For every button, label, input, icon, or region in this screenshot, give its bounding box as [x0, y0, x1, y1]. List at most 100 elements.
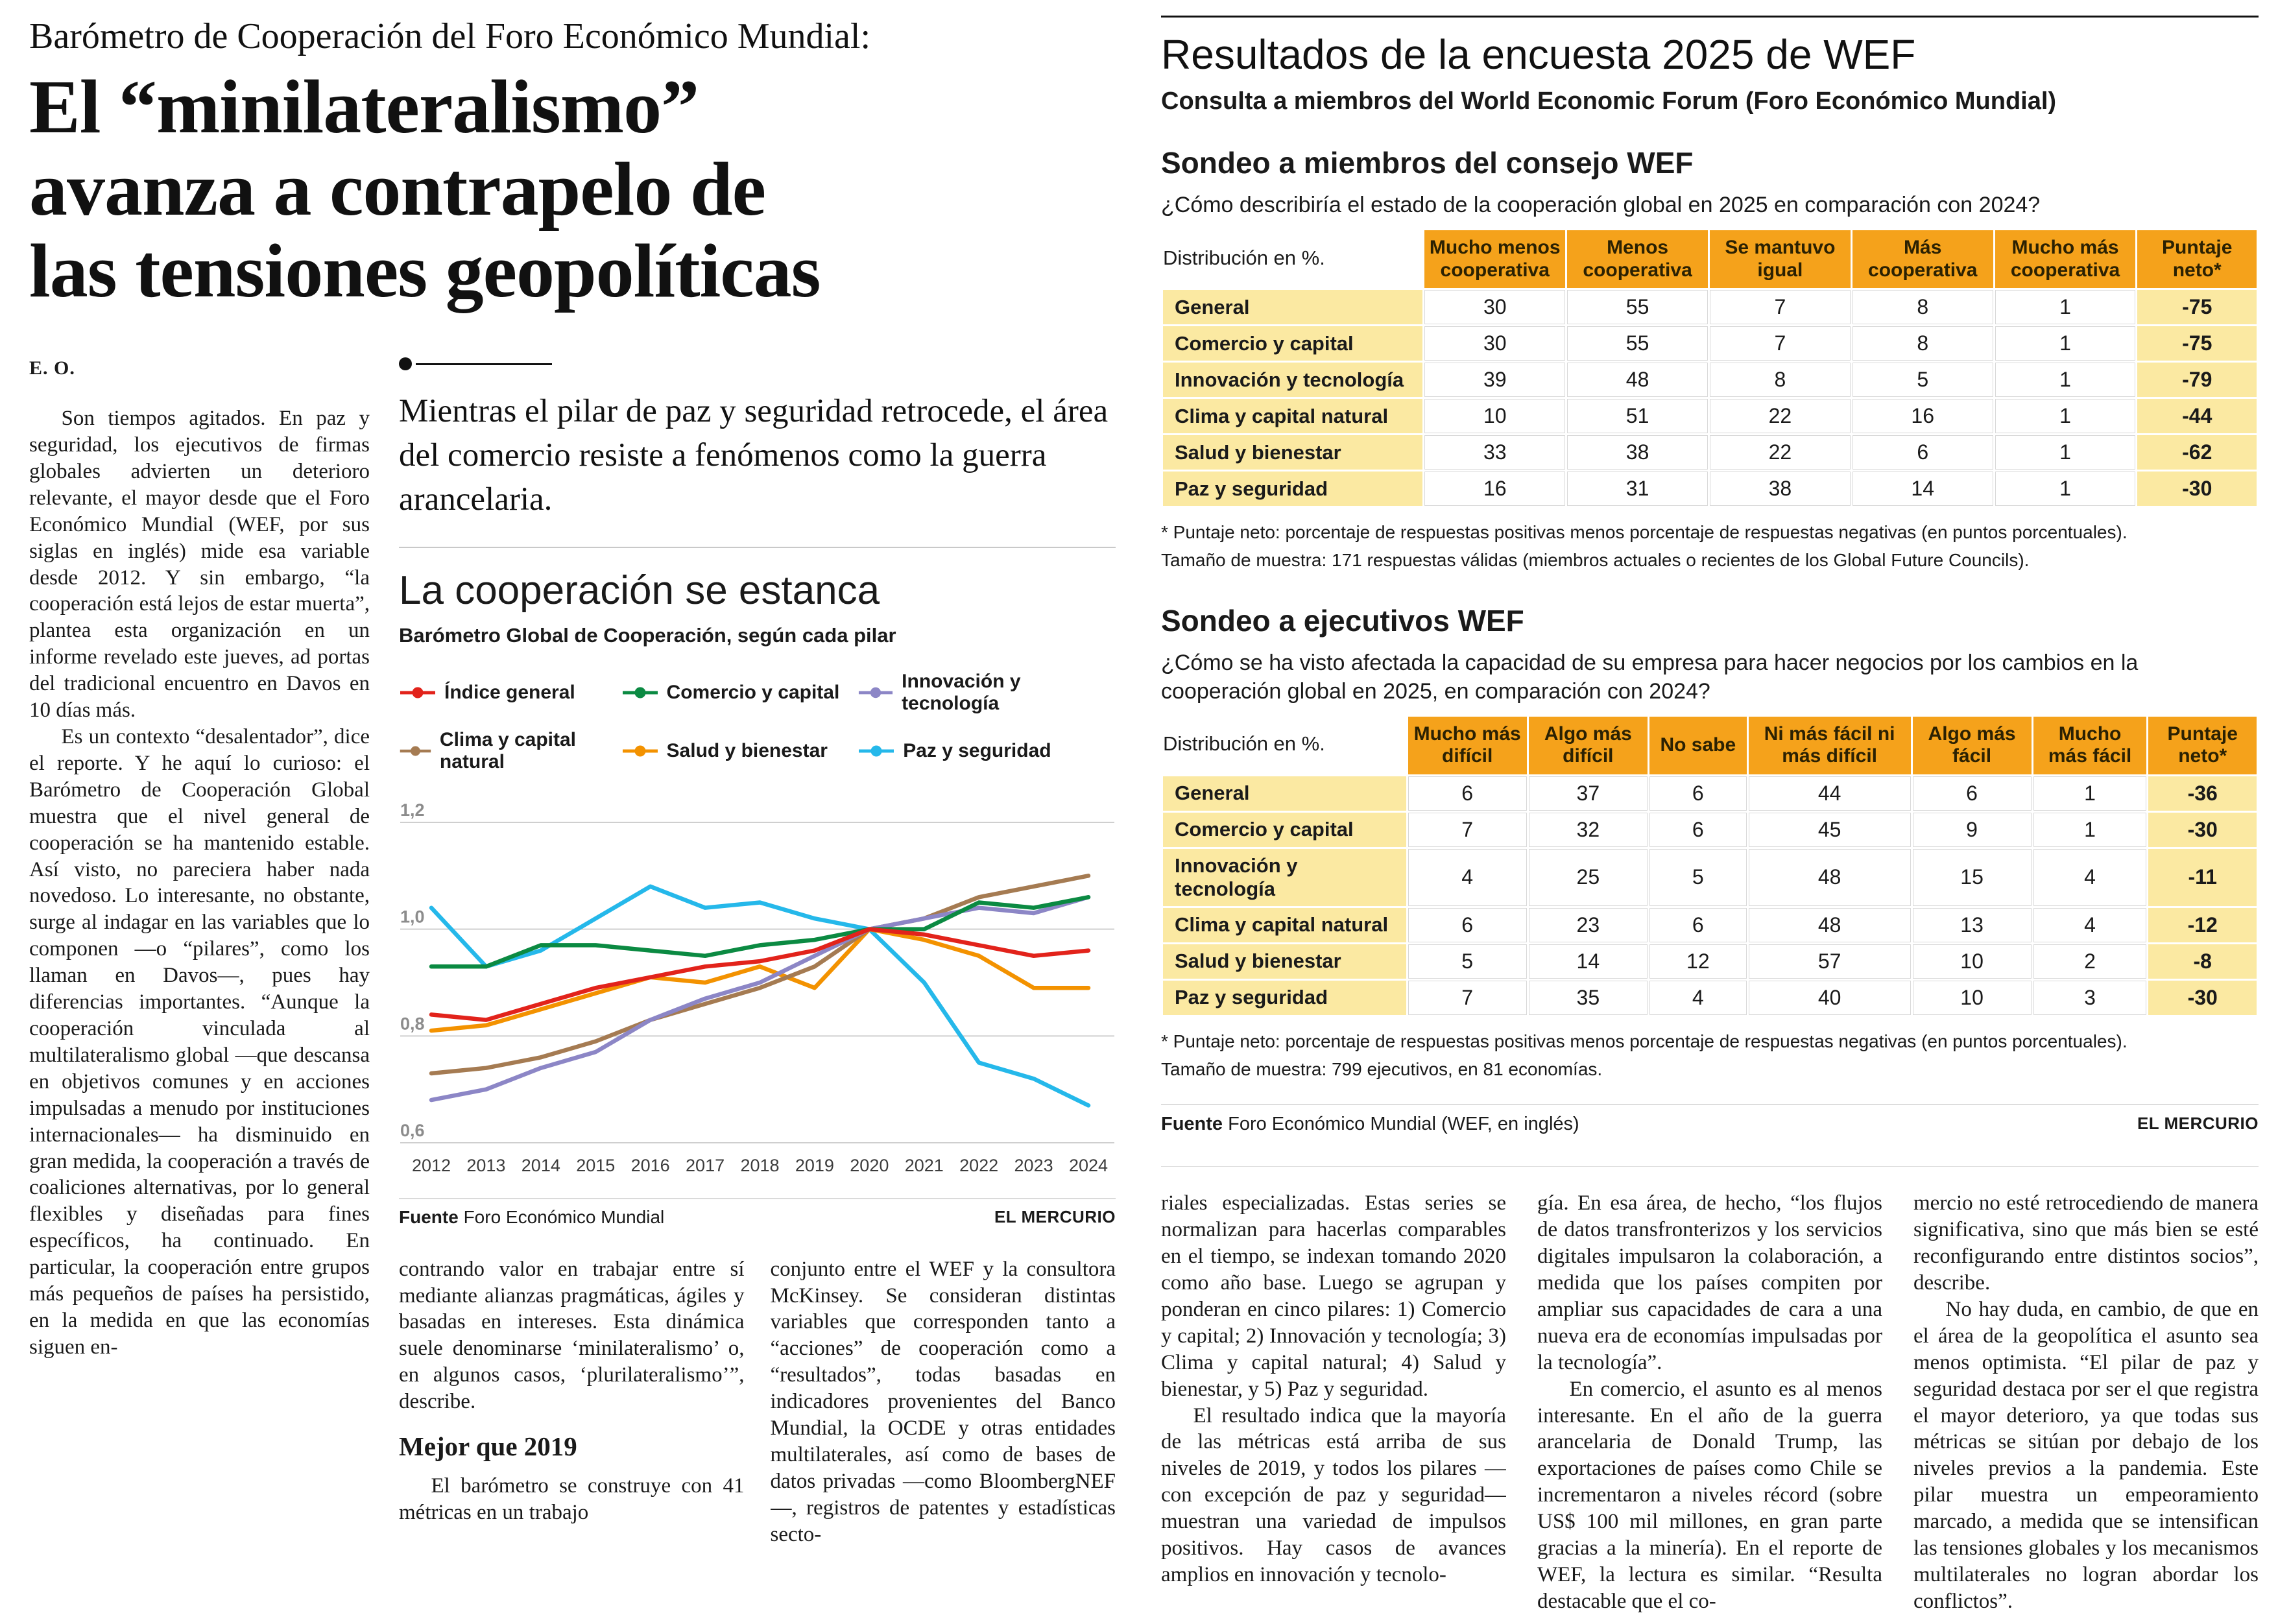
source-label: Fuente: [399, 1206, 459, 1227]
value-cell: 7: [1709, 326, 1851, 361]
legend-line-icon: [622, 687, 658, 699]
value-cell: 14: [1528, 944, 1648, 979]
value-cell: 22: [1709, 399, 1851, 434]
value-cell: 30: [1424, 326, 1566, 361]
value-cell: 15: [1912, 848, 2032, 906]
article-paragraph: Es un contexto “desalentador”, dice el r…: [29, 725, 370, 1359]
footnote: Tamaño de muestra: 799 ejecutivos, en 81…: [1161, 1059, 1603, 1080]
value-cell: 16: [1424, 472, 1566, 507]
column-header: No sabe: [1649, 716, 1747, 774]
value-cell: 25: [1528, 848, 1648, 906]
value-cell: 39: [1424, 363, 1566, 398]
net-score-cell: -8: [2148, 944, 2257, 979]
value-cell: 6: [1408, 907, 1527, 942]
table-row: Salud y bienestar 5 14 12 57 10 2 -8: [1163, 944, 2257, 979]
distribution-label: Distribución en %.: [1163, 246, 1325, 269]
left-right-subblock: Mientras el pilar de paz y seguridad ret…: [399, 357, 1116, 1599]
value-cell: 48: [1748, 848, 1911, 906]
row-label: Salud y bienestar: [1163, 944, 1406, 979]
legend-line-icon: [859, 687, 893, 698]
value-cell: 45: [1748, 812, 1911, 847]
value-cell: 4: [1649, 980, 1747, 1015]
chart-source: Fuente Foro Económico Mundial: [399, 1207, 664, 1228]
survey-table: Distribución en %. Mucho menos cooperativ…: [1161, 228, 2259, 508]
table-row: Clima y capital natural 6 23 6 48 13 4 -12: [1163, 907, 2257, 942]
footnote: * Puntaje neto: porcentaje de respuestas…: [1161, 522, 2128, 543]
article-paragraph: En comercio, el asunto es al menos inter…: [1537, 1377, 1882, 1613]
legend-label: Índice general: [444, 681, 575, 703]
legend-label: Comercio y capital: [666, 681, 840, 703]
row-label: Innovación y tecnología: [1163, 363, 1423, 398]
legend-label: Salud y bienestar: [666, 739, 828, 761]
net-score-cell: -30: [2148, 812, 2257, 847]
value-cell: 33: [1424, 435, 1566, 470]
infographic-source: Fuente Foro Económico Mundial (WEF, en i…: [1161, 1114, 1579, 1135]
value-cell: 3: [2033, 980, 2147, 1015]
value-cell: 10: [1912, 944, 2032, 979]
net-score-cell: -75: [2137, 290, 2257, 325]
value-cell: 6: [1649, 907, 1747, 942]
value-cell: 1: [1995, 326, 2136, 361]
value-cell: 5: [1649, 848, 1747, 906]
article-paragraph: gía. En esa área, de hecho, “los flujos …: [1537, 1191, 1882, 1374]
row-label: Innovación y tecnología: [1163, 848, 1406, 906]
net-score-cell: -11: [2148, 848, 2257, 906]
value-cell: 7: [1709, 290, 1851, 325]
value-cell: 6: [1649, 812, 1747, 847]
kicker: Barómetro de Cooperación del Foro Económ…: [29, 16, 871, 56]
net-score-cell: -75: [2137, 326, 2257, 361]
svg-text:2016: 2016: [631, 1156, 670, 1175]
svg-text:2013: 2013: [466, 1156, 505, 1175]
value-cell: 6: [1852, 435, 1993, 470]
infographic-block: Resultados de la encuesta 2025 de WEF Co…: [1161, 16, 2259, 1624]
legend-line-icon: [859, 745, 894, 757]
legend-line-icon: [400, 687, 435, 699]
table-row: General 30 55 7 8 1 -75: [1163, 290, 2257, 325]
legend-item: Salud y bienestar: [621, 729, 858, 773]
value-cell: 6: [1408, 776, 1527, 811]
table-row: Clima y capital natural 10 51 22 16 1 -44: [1163, 399, 2257, 434]
value-cell: 16: [1852, 399, 1993, 434]
svg-text:0,6: 0,6: [400, 1121, 425, 1140]
value-cell: 31: [1567, 472, 1708, 507]
article-left-block: Barómetro de Cooperación del Foro Económ…: [29, 16, 1116, 1600]
legend-item: Clima y capital natural: [399, 729, 621, 773]
value-cell: 38: [1709, 472, 1851, 507]
value-cell: 5: [1852, 363, 1993, 398]
svg-text:2014: 2014: [522, 1156, 560, 1175]
value-cell: 55: [1567, 326, 1708, 361]
column-header: Ni más fácil ni más difícil: [1748, 716, 1911, 774]
footnote: Tamaño de muestra: 171 respuestas válida…: [1161, 550, 2030, 571]
svg-text:2012: 2012: [412, 1156, 451, 1175]
row-label: Paz y seguridad: [1163, 472, 1423, 507]
svg-text:2015: 2015: [576, 1156, 615, 1175]
row-label: Clima y capital natural: [1163, 907, 1406, 942]
value-cell: 35: [1528, 980, 1648, 1015]
svg-text:2017: 2017: [686, 1156, 725, 1175]
value-cell: 1: [2033, 776, 2147, 811]
value-cell: 51: [1567, 399, 1708, 434]
byline: E. O.: [29, 357, 75, 379]
value-cell: 6: [1912, 776, 2032, 811]
footnote: * Puntaje neto: porcentaje de respuestas…: [1161, 1031, 2128, 1051]
pull-quote-rule: [399, 357, 1116, 371]
article-paragraph: mercio no esté retrocediendo de manera s…: [1913, 1191, 2259, 1295]
survey-heading: Sondeo a ejecutivos WEF: [1161, 603, 1524, 638]
infographic-title: Resultados de la encuesta 2025 de WEF: [1161, 31, 1916, 78]
net-score-cell: -62: [2137, 435, 2257, 470]
table-row: Comercio y capital 30 55 7 8 1 -75: [1163, 326, 2257, 361]
value-cell: 1: [1995, 435, 2136, 470]
column-header: Puntaje neto*: [2148, 716, 2257, 774]
value-cell: 8: [1852, 326, 1993, 361]
row-label: Salud y bienestar: [1163, 435, 1423, 470]
value-cell: 13: [1912, 907, 2032, 942]
value-cell: 30: [1424, 290, 1566, 325]
value-cell: 22: [1709, 435, 1851, 470]
svg-text:2018: 2018: [740, 1156, 779, 1175]
column-header: Más cooperativa: [1852, 230, 1993, 289]
value-cell: 32: [1528, 812, 1648, 847]
column-header: Se mantuvo igual: [1709, 230, 1851, 289]
survey-heading: Sondeo a miembros del consejo WEF: [1161, 146, 1694, 180]
article-column-4: riales especializadas. Estas series se n…: [1161, 1190, 1506, 1624]
value-cell: 8: [1852, 290, 1993, 325]
